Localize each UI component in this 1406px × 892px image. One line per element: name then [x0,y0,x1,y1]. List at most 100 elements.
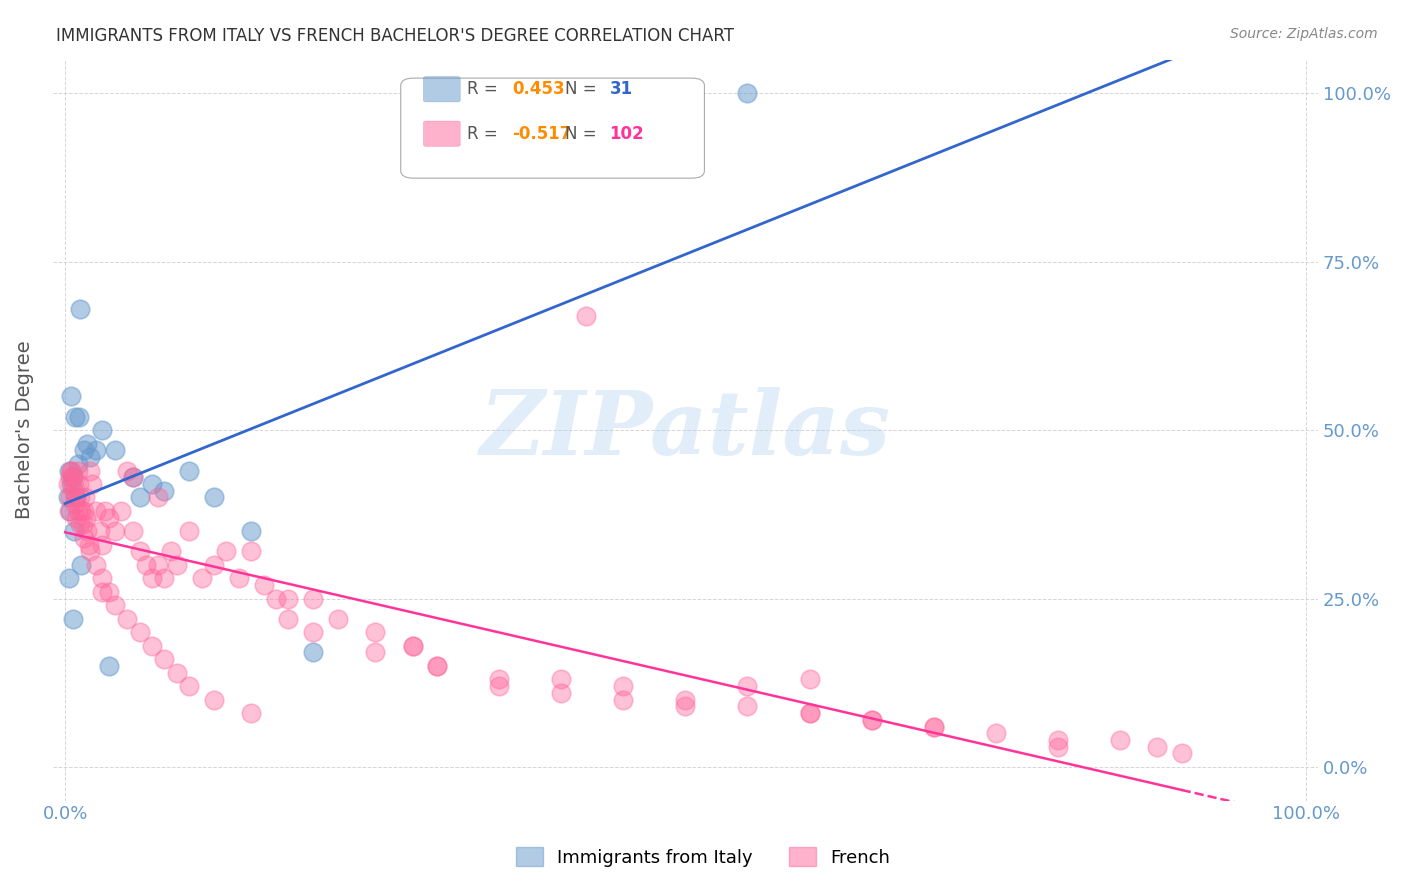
Point [91,423,114,437]
Point [91,571,114,585]
Point [277,591,299,606]
Point [253,578,276,592]
Point [135,558,157,572]
Point [326,612,349,626]
FancyBboxPatch shape [401,78,704,178]
Point [799,706,821,720]
Point [104,524,127,538]
Point [66,504,89,518]
Point [79,544,101,558]
Point [84,504,107,518]
Point [675,692,697,706]
Point [401,639,423,653]
Point [70,504,93,518]
Point [73,491,96,505]
Point [58,571,80,585]
Point [148,558,170,572]
Point [426,659,449,673]
Point [302,625,325,640]
Point [115,612,138,626]
Text: R =: R = [467,125,498,143]
Point [69,517,91,532]
Point [62,470,84,484]
Text: 0.453: 0.453 [512,80,565,98]
Point [364,645,387,659]
Point [240,524,263,538]
Point [488,673,510,687]
Legend: Immigrants from Italy, French: Immigrants from Italy, French [509,840,897,874]
Point [401,639,423,653]
Point [91,538,114,552]
Point [190,571,212,585]
Text: 31: 31 [610,80,633,98]
Point [75,510,97,524]
Point [202,692,225,706]
Point [122,470,145,484]
Point [737,699,759,714]
Point [141,571,163,585]
Point [550,673,572,687]
Point [128,625,150,640]
Point [240,544,263,558]
Point [60,389,83,403]
Point [153,571,176,585]
Point [984,726,1007,740]
Point [63,483,86,498]
Point [1146,739,1168,754]
Point [264,591,287,606]
Point [63,524,86,538]
Point [202,491,225,505]
Point [799,706,821,720]
Point [94,504,117,518]
Point [67,477,90,491]
Point [77,538,100,552]
Point [69,491,91,505]
Point [60,463,83,477]
Point [63,491,86,505]
Point [860,713,883,727]
Point [122,470,145,484]
Point [79,450,101,464]
Point [58,463,80,477]
Point [84,558,107,572]
Point [550,686,572,700]
Point [76,524,98,538]
Point [364,625,387,640]
Point [104,443,127,458]
Y-axis label: Bachelor's Degree: Bachelor's Degree [15,341,34,519]
Point [302,645,325,659]
Point [84,443,107,458]
Text: ZIPatlas: ZIPatlas [479,387,891,474]
Point [488,679,510,693]
Point [97,584,120,599]
Point [1046,739,1069,754]
Text: N =: N = [565,125,598,143]
Point [153,652,176,666]
Point [79,463,101,477]
Point [97,659,120,673]
Point [97,510,120,524]
Point [73,443,96,458]
Point [675,699,697,714]
Text: N =: N = [565,80,598,98]
Point [277,612,299,626]
Point [128,491,150,505]
FancyBboxPatch shape [423,121,460,146]
Point [62,477,84,491]
FancyBboxPatch shape [423,77,460,102]
Point [1046,733,1069,747]
Point [179,679,201,693]
Point [737,679,759,693]
Point [128,544,150,558]
Text: -0.517: -0.517 [512,125,571,143]
Point [159,544,181,558]
Point [76,436,98,450]
Point [104,599,127,613]
Text: IMMIGRANTS FROM ITALY VS FRENCH BACHELOR'S DEGREE CORRELATION CHART: IMMIGRANTS FROM ITALY VS FRENCH BACHELOR… [56,27,734,45]
Point [59,470,82,484]
Point [575,309,598,323]
Point [73,504,96,518]
Point [66,457,89,471]
Point [63,409,86,424]
Point [69,301,91,316]
